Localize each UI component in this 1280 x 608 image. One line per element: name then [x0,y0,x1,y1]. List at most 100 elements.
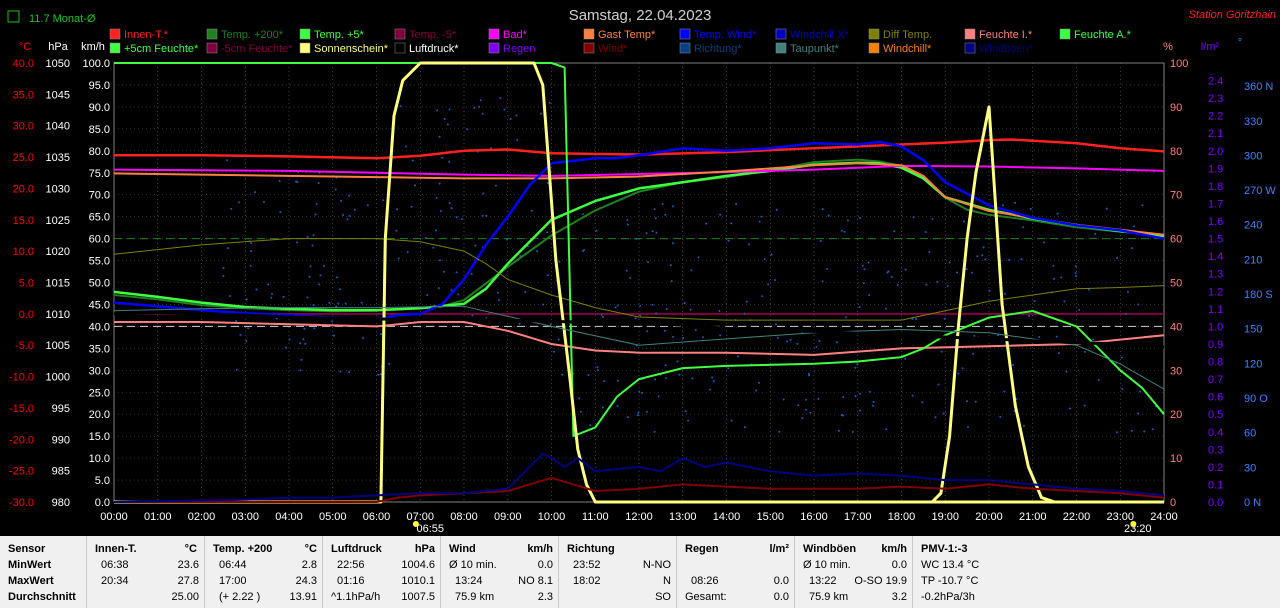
legend-label[interactable]: Innen-T.* [124,29,169,41]
direction-point [755,389,758,392]
legend-swatch[interactable] [488,42,500,54]
legend-swatch[interactable] [868,42,880,54]
direction-point [921,401,924,404]
axis-unit-hpa: hPa [48,41,68,53]
tick-label-hpa: 1015 [46,278,70,290]
legend-label[interactable]: Luftdruck* [409,43,459,55]
direction-point [818,340,821,343]
legend-swatch[interactable] [299,42,311,54]
legend-label[interactable]: -5cm Feuchte* [221,43,293,55]
direction-point [235,368,238,371]
tick-label-time: 09:00 [494,511,522,523]
legend-label[interactable]: Regen [503,43,535,55]
direction-point [546,231,549,234]
direction-point [509,117,512,120]
direction-point [333,334,336,337]
legend-label[interactable]: +5cm Feuchte* [124,43,199,55]
legend-swatch[interactable] [775,42,787,54]
tick-label-kmh: 20.0 [89,409,110,421]
legend-label[interactable]: Diff Temp. [883,29,932,41]
month-avg-checkbox[interactable] [7,10,20,23]
legend-swatch[interactable] [583,42,595,54]
direction-point [404,145,407,148]
legend-swatch[interactable] [206,42,218,54]
direction-point [455,271,458,274]
stats-wind-label: Ø 10 min. [449,559,497,571]
tick-label-time: 03:00 [231,511,259,523]
legend-swatch[interactable] [679,28,691,40]
direction-point [300,358,303,361]
direction-point [317,182,320,185]
tick-label-hpa: 980 [52,497,70,509]
tick-label-celsius: -20.0 [9,434,34,446]
legend-label[interactable]: Sonnenschein* [314,43,389,55]
direction-point [767,283,770,286]
legend-swatch[interactable] [206,28,218,40]
legend-swatch[interactable] [394,28,406,40]
stats-richtung-title: Richtung [567,543,615,555]
legend-label[interactable]: Feuchte A.* [1074,29,1132,41]
direction-point [1028,314,1031,317]
direction-point [637,411,640,414]
legend-label[interactable]: Windböen* [979,43,1034,55]
legend-swatch[interactable] [868,28,880,40]
direction-point [676,360,679,363]
tick-label-celsius: -10.0 [9,372,34,384]
direction-point [1137,412,1140,415]
direction-point [638,390,641,393]
direction-point [388,362,391,365]
legend-label[interactable]: Gast Temp* [598,29,656,41]
tick-label-hpa: 1035 [46,152,70,164]
direction-point [524,290,527,293]
stats-luft-value: 1007.5 [401,591,435,603]
direction-point [657,395,660,398]
direction-point [1052,277,1055,280]
legend-label[interactable]: Temp. +200* [221,29,284,41]
legend-label[interactable]: Richtung* [694,43,742,55]
legend-swatch[interactable] [109,42,121,54]
direction-point [340,199,343,202]
stats-luft-time: 22:56 [337,559,365,571]
stats-innen-title: Innen-T. [95,543,137,555]
legend-label[interactable]: Feuchte I.* [979,29,1033,41]
direction-point [639,304,642,307]
legend-label[interactable]: Windchill X* [790,29,849,41]
legend-swatch[interactable] [394,42,406,54]
direction-point [758,220,761,223]
legend-label[interactable]: Wind* [598,43,628,55]
direction-point [308,275,311,278]
direction-point [360,301,363,304]
direction-point [278,179,281,182]
legend-swatch[interactable] [583,28,595,40]
stats-wind-title: Wind [449,543,476,555]
legend-label[interactable]: Taupunkt* [790,43,840,55]
legend-swatch[interactable] [488,28,500,40]
direction-point [763,257,766,260]
legend-swatch[interactable] [109,28,121,40]
legend-swatch[interactable] [775,28,787,40]
direction-point [455,216,458,219]
stats-temp200-trend: (+ 2.22 ) [219,591,261,603]
direction-point [973,334,976,337]
legend-label[interactable]: Bad* [503,29,528,41]
direction-point [1074,275,1077,278]
direction-point [748,243,751,246]
tick-label-time: 16:00 [800,511,828,523]
legend-label[interactable]: Windchill* [883,43,932,55]
legend-label[interactable]: Temp. +5* [314,29,365,41]
legend-swatch[interactable] [1059,28,1071,40]
direction-point [743,426,746,429]
stats-luft-time: 01:16 [337,575,365,587]
direction-point [1057,352,1060,355]
legend-swatch[interactable] [299,28,311,40]
legend-swatch[interactable] [964,28,976,40]
legend-label[interactable]: Temp. -5* [409,29,457,41]
direction-point [671,205,674,208]
tick-label-rain: 1.0 [1208,321,1223,333]
direction-point [348,371,351,374]
legend-swatch[interactable] [964,42,976,54]
direction-point [460,218,463,221]
direction-point [1022,226,1025,229]
legend-swatch[interactable] [679,42,691,54]
legend-label[interactable]: Temp. Wind* [694,29,757,41]
